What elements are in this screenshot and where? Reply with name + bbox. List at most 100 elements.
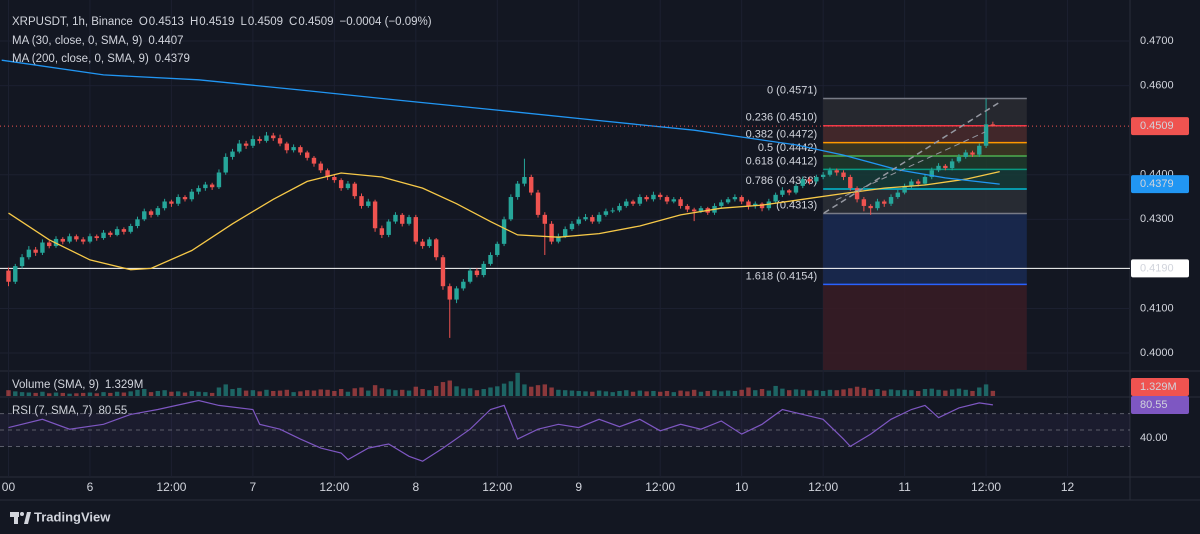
volume-bar	[101, 392, 106, 396]
candle-body	[223, 156, 228, 173]
volume-bar	[617, 390, 622, 396]
volume-bar	[637, 390, 643, 396]
logo-shape	[20, 512, 24, 516]
candle-body	[562, 229, 568, 237]
volume-bar	[983, 384, 989, 396]
candle-body	[841, 172, 846, 177]
volume-bar	[40, 391, 45, 396]
fib-label: 0.786 (0.4368)	[746, 175, 818, 187]
candle-body	[311, 157, 317, 164]
legend-text: XRPUSDT, 1h, Binance	[12, 16, 133, 28]
volume-bar	[325, 389, 330, 396]
volume-bar	[515, 372, 520, 396]
volume-bar	[60, 392, 65, 396]
price-label: 0.4509	[1140, 120, 1174, 132]
volume-bar	[454, 386, 459, 396]
candle-body	[977, 145, 982, 155]
candle-body	[406, 217, 412, 224]
volume-bar	[250, 390, 256, 396]
candle-body	[345, 183, 351, 189]
candle-body	[467, 270, 473, 282]
volume-bar	[562, 390, 568, 396]
volume-bar	[332, 390, 337, 396]
candle-body	[488, 254, 493, 264]
volume-bar	[169, 391, 174, 396]
candle-body	[366, 201, 371, 206]
volume-bar	[590, 391, 595, 396]
candle-body	[773, 194, 778, 202]
candle-body	[596, 214, 602, 222]
candle-body	[814, 176, 819, 182]
volume-bar	[977, 387, 982, 396]
candle-body	[542, 214, 548, 224]
volume-bar	[712, 390, 717, 396]
volume-bar	[427, 390, 432, 396]
candle-body	[216, 172, 222, 188]
candle-body	[148, 211, 154, 215]
volume-bar	[304, 390, 310, 396]
candle-body	[433, 239, 439, 258]
candle-body	[359, 196, 364, 206]
volume-bar	[943, 390, 948, 396]
trend-line	[823, 101, 1001, 214]
volume-bar	[556, 389, 561, 396]
candle-body	[854, 188, 860, 200]
volume-bar	[318, 389, 323, 396]
candle-body	[209, 184, 215, 188]
fib-label: 0.618 (0.4412)	[746, 155, 818, 167]
volume-bar	[277, 390, 283, 396]
volume-bar	[6, 390, 11, 396]
volume-bar	[854, 386, 860, 396]
candle-body	[230, 151, 235, 157]
legend-text: 0.4509	[248, 16, 283, 28]
volume-bar	[47, 393, 52, 396]
volume-bar	[685, 391, 690, 396]
candle-body	[956, 156, 962, 162]
candle-body	[630, 201, 636, 204]
volume-bar	[827, 389, 833, 396]
x-tick-label: 00	[2, 480, 16, 494]
candle-body	[624, 201, 629, 206]
volume-bar	[440, 382, 446, 396]
candle-body	[793, 185, 799, 193]
volume-bar	[94, 393, 99, 396]
volume-bar	[271, 390, 276, 396]
candle-body	[644, 197, 649, 200]
candle-body	[691, 209, 697, 212]
candle-body	[827, 170, 833, 175]
x-tick-label: 10	[735, 480, 749, 494]
volume-bar	[447, 380, 452, 396]
legend-text: 0.4379	[155, 53, 190, 65]
volume-bar	[257, 391, 262, 396]
volume-bar	[773, 385, 778, 396]
fib-zone	[823, 213, 1027, 285]
candle-body	[481, 263, 486, 276]
price-label-box	[1131, 117, 1189, 136]
fib-zone	[823, 284, 1027, 370]
candle-body	[759, 203, 765, 209]
volume-label-box	[1131, 378, 1189, 396]
candle-body	[379, 228, 385, 235]
x-tick-label: 8	[412, 480, 419, 494]
x-tick-label: 12:00	[156, 480, 186, 494]
candle-body	[875, 201, 880, 209]
legend-text: H	[190, 16, 198, 28]
volume-bar	[162, 390, 167, 396]
candle-body	[461, 281, 466, 289]
candle-body	[508, 197, 514, 220]
candle-body	[698, 208, 704, 212]
volume-bar	[142, 389, 147, 396]
candle-body	[882, 201, 887, 204]
volume-bar	[895, 390, 901, 396]
legend-text: MA (200, close, 0, SMA, 9)	[12, 53, 149, 65]
volume-bar	[603, 391, 609, 396]
volume-bar	[624, 390, 629, 396]
candle-body	[556, 236, 561, 242]
rsi-label-box	[1131, 395, 1189, 414]
candle-body	[19, 257, 25, 267]
moving-average	[1, 59, 1000, 185]
candle-body	[26, 249, 32, 258]
candle-body	[515, 183, 520, 198]
candle-body	[936, 165, 941, 171]
